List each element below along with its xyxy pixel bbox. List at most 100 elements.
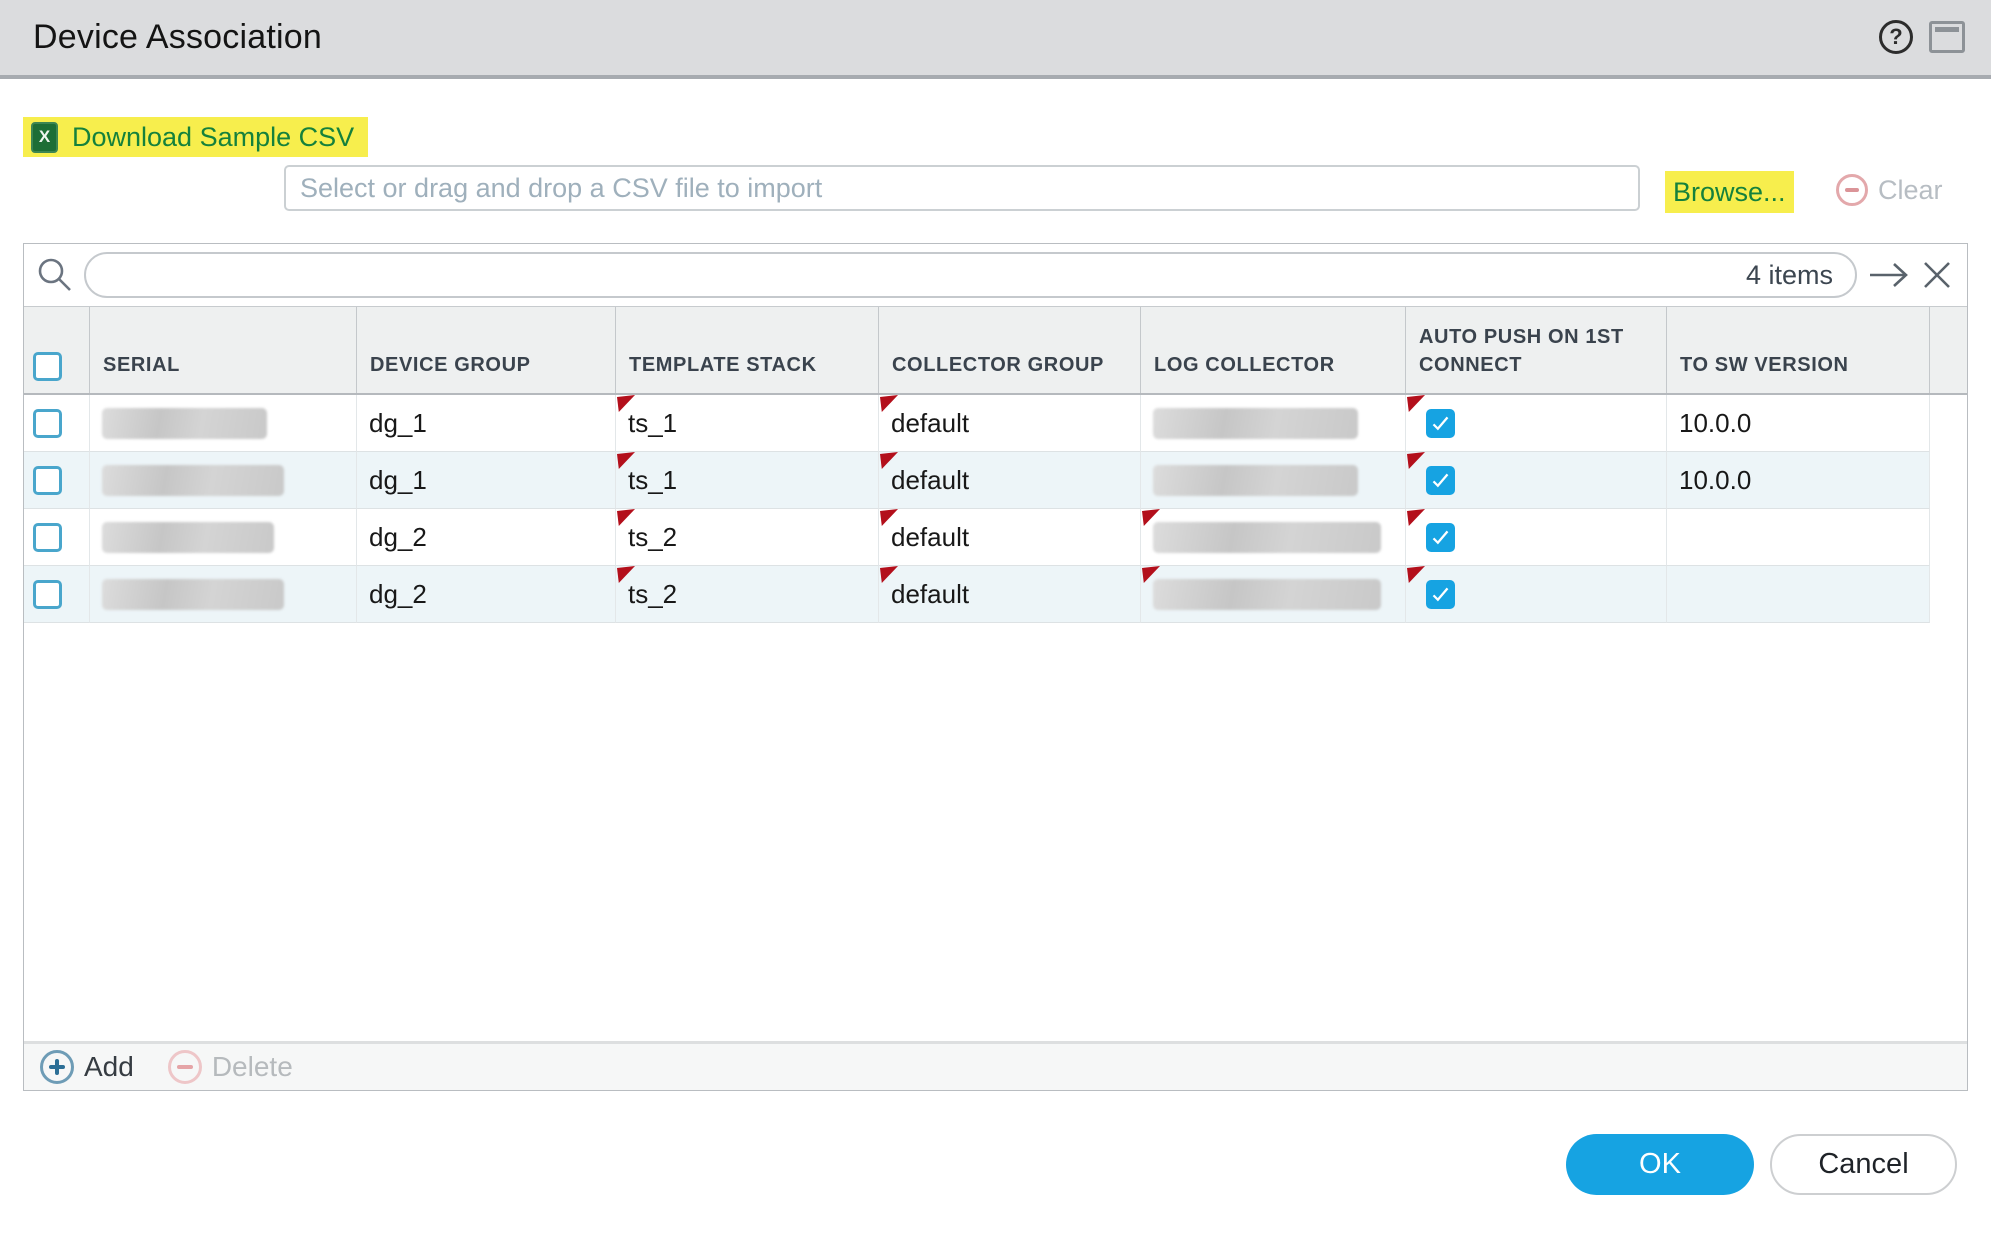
- template-stack-cell[interactable]: ts_2: [616, 509, 879, 566]
- csv-import-input[interactable]: [284, 165, 1640, 211]
- table-row: dg_1 ts_1 default 10.0.0: [24, 452, 1967, 509]
- add-button[interactable]: Add: [40, 1050, 134, 1084]
- minus-circle-icon: [1836, 174, 1868, 206]
- minus-circle-icon: [167, 1050, 202, 1084]
- add-button-label: Add: [84, 1051, 134, 1082]
- auto-push-checkbox[interactable]: [1426, 522, 1455, 552]
- search-icon: [34, 255, 74, 295]
- row-select-cell: [24, 395, 90, 452]
- modified-flag-icon: [617, 452, 635, 469]
- auto-push-checkbox[interactable]: [1426, 465, 1455, 495]
- ok-button[interactable]: OK: [1566, 1134, 1754, 1195]
- serial-cell[interactable]: [90, 395, 357, 452]
- dialog-titlebar: Device Association ?: [0, 0, 1991, 79]
- to-sw-version-cell[interactable]: 10.0.0: [1667, 395, 1930, 452]
- excel-file-icon: X: [31, 121, 58, 153]
- row-select-cell: [24, 452, 90, 509]
- row-checkbox[interactable]: [33, 465, 62, 495]
- select-all-checkbox[interactable]: [33, 352, 62, 381]
- device-group-cell[interactable]: dg_1: [357, 452, 616, 509]
- device-group-cell[interactable]: dg_2: [357, 566, 616, 623]
- row-checkbox[interactable]: [33, 579, 62, 609]
- delete-button[interactable]: Delete: [167, 1050, 293, 1084]
- modified-flag-icon: [880, 395, 898, 412]
- page-title: Device Association: [33, 18, 322, 56]
- help-icon[interactable]: ?: [1879, 20, 1913, 54]
- collector-group-cell[interactable]: default: [879, 395, 1141, 452]
- modified-flag-icon: [880, 566, 898, 583]
- column-header-log-collector[interactable]: LOG COLLECTOR: [1141, 307, 1406, 393]
- modified-flag-icon: [617, 566, 635, 583]
- row-checkbox[interactable]: [33, 522, 62, 552]
- maximize-icon[interactable]: [1929, 21, 1965, 53]
- to-sw-version-cell[interactable]: [1667, 509, 1930, 566]
- clear-button[interactable]: Clear: [1836, 174, 1943, 206]
- apply-filter-arrow-icon[interactable]: [1867, 259, 1911, 291]
- collector-group-cell[interactable]: default: [879, 566, 1141, 623]
- collector-group-cell[interactable]: default: [879, 452, 1141, 509]
- table-row: dg_2 ts_2 default: [24, 566, 1967, 623]
- filter-input[interactable]: [104, 258, 1746, 292]
- column-header-template-stack[interactable]: TEMPLATE STACK: [616, 307, 879, 393]
- modified-flag-icon: [1407, 452, 1425, 469]
- log-collector-cell[interactable]: [1141, 509, 1406, 566]
- column-header-device-group[interactable]: DEVICE GROUP: [357, 307, 616, 393]
- clear-filter-x-icon[interactable]: [1921, 259, 1953, 291]
- template-stack-cell[interactable]: ts_1: [616, 395, 879, 452]
- redacted-log-collector: [1153, 407, 1358, 439]
- column-header-collector-group[interactable]: COLLECTOR GROUP: [879, 307, 1141, 393]
- collector-group-cell[interactable]: default: [879, 509, 1141, 566]
- scrollbar-gutter: [1930, 307, 1967, 393]
- row-checkbox[interactable]: [33, 408, 62, 438]
- redacted-serial: [102, 521, 274, 553]
- modified-flag-icon: [1407, 509, 1425, 526]
- serial-cell[interactable]: [90, 509, 357, 566]
- scrollbar-gutter: [1930, 566, 1967, 623]
- filter-pill[interactable]: 4 items: [84, 252, 1857, 298]
- column-header-auto-push[interactable]: AUTO PUSH ON 1ST CONNECT: [1406, 307, 1667, 393]
- table-footer-bar: Add Delete: [24, 1041, 1967, 1090]
- device-group-cell[interactable]: dg_1: [357, 395, 616, 452]
- template-stack-cell[interactable]: ts_1: [616, 452, 879, 509]
- column-header-to-sw-version[interactable]: TO SW VERSION: [1667, 307, 1930, 393]
- auto-push-cell: [1406, 509, 1667, 566]
- redacted-serial: [102, 407, 267, 439]
- log-collector-cell[interactable]: [1141, 566, 1406, 623]
- redacted-log-collector: [1153, 464, 1358, 496]
- redacted-log-collector: [1153, 578, 1381, 610]
- browse-button[interactable]: Browse...: [1665, 171, 1794, 213]
- log-collector-cell[interactable]: [1141, 452, 1406, 509]
- auto-push-cell: [1406, 566, 1667, 623]
- log-collector-cell[interactable]: [1141, 395, 1406, 452]
- clear-button-label: Clear: [1878, 174, 1943, 205]
- table-body: dg_1 ts_1 default 10.0.0 dg_1 ts_1 default 10.0…: [24, 395, 1967, 623]
- items-count: 4 items: [1745, 259, 1833, 290]
- serial-cell[interactable]: [90, 566, 357, 623]
- modified-flag-icon: [880, 452, 898, 469]
- table-header-row: SERIAL DEVICE GROUP TEMPLATE STACK COLLE…: [24, 306, 1967, 395]
- download-sample-csv-link[interactable]: X Download Sample CSV: [23, 117, 369, 157]
- redacted-serial: [102, 578, 284, 610]
- auto-push-checkbox[interactable]: [1426, 579, 1455, 609]
- modified-flag-icon: [617, 509, 635, 526]
- row-select-cell: [24, 566, 90, 623]
- column-header-serial[interactable]: SERIAL: [90, 307, 357, 393]
- row-select-cell: [24, 509, 90, 566]
- serial-cell[interactable]: [90, 452, 357, 509]
- modified-flag-icon: [880, 509, 898, 526]
- titlebar-icons: ?: [1879, 20, 1965, 54]
- template-stack-cell[interactable]: ts_2: [616, 566, 879, 623]
- scrollbar-gutter: [1930, 509, 1967, 566]
- to-sw-version-cell[interactable]: [1667, 566, 1930, 623]
- to-sw-version-cell[interactable]: 10.0.0: [1667, 452, 1930, 509]
- device-group-cell[interactable]: dg_2: [357, 509, 616, 566]
- device-table-panel: 4 items SERIAL DEVICE GROUP TEMPLATE STA…: [23, 243, 1968, 1091]
- auto-push-checkbox[interactable]: [1426, 408, 1455, 438]
- redacted-serial: [102, 464, 284, 496]
- modified-flag-icon: [1407, 566, 1425, 583]
- download-sample-csv-label: Download Sample CSV: [72, 121, 355, 152]
- auto-push-cell: [1406, 452, 1667, 509]
- cancel-button[interactable]: Cancel: [1770, 1134, 1957, 1195]
- table-row: dg_1 ts_1 default 10.0.0: [24, 395, 1967, 452]
- table-filter-row: 4 items: [24, 244, 1967, 306]
